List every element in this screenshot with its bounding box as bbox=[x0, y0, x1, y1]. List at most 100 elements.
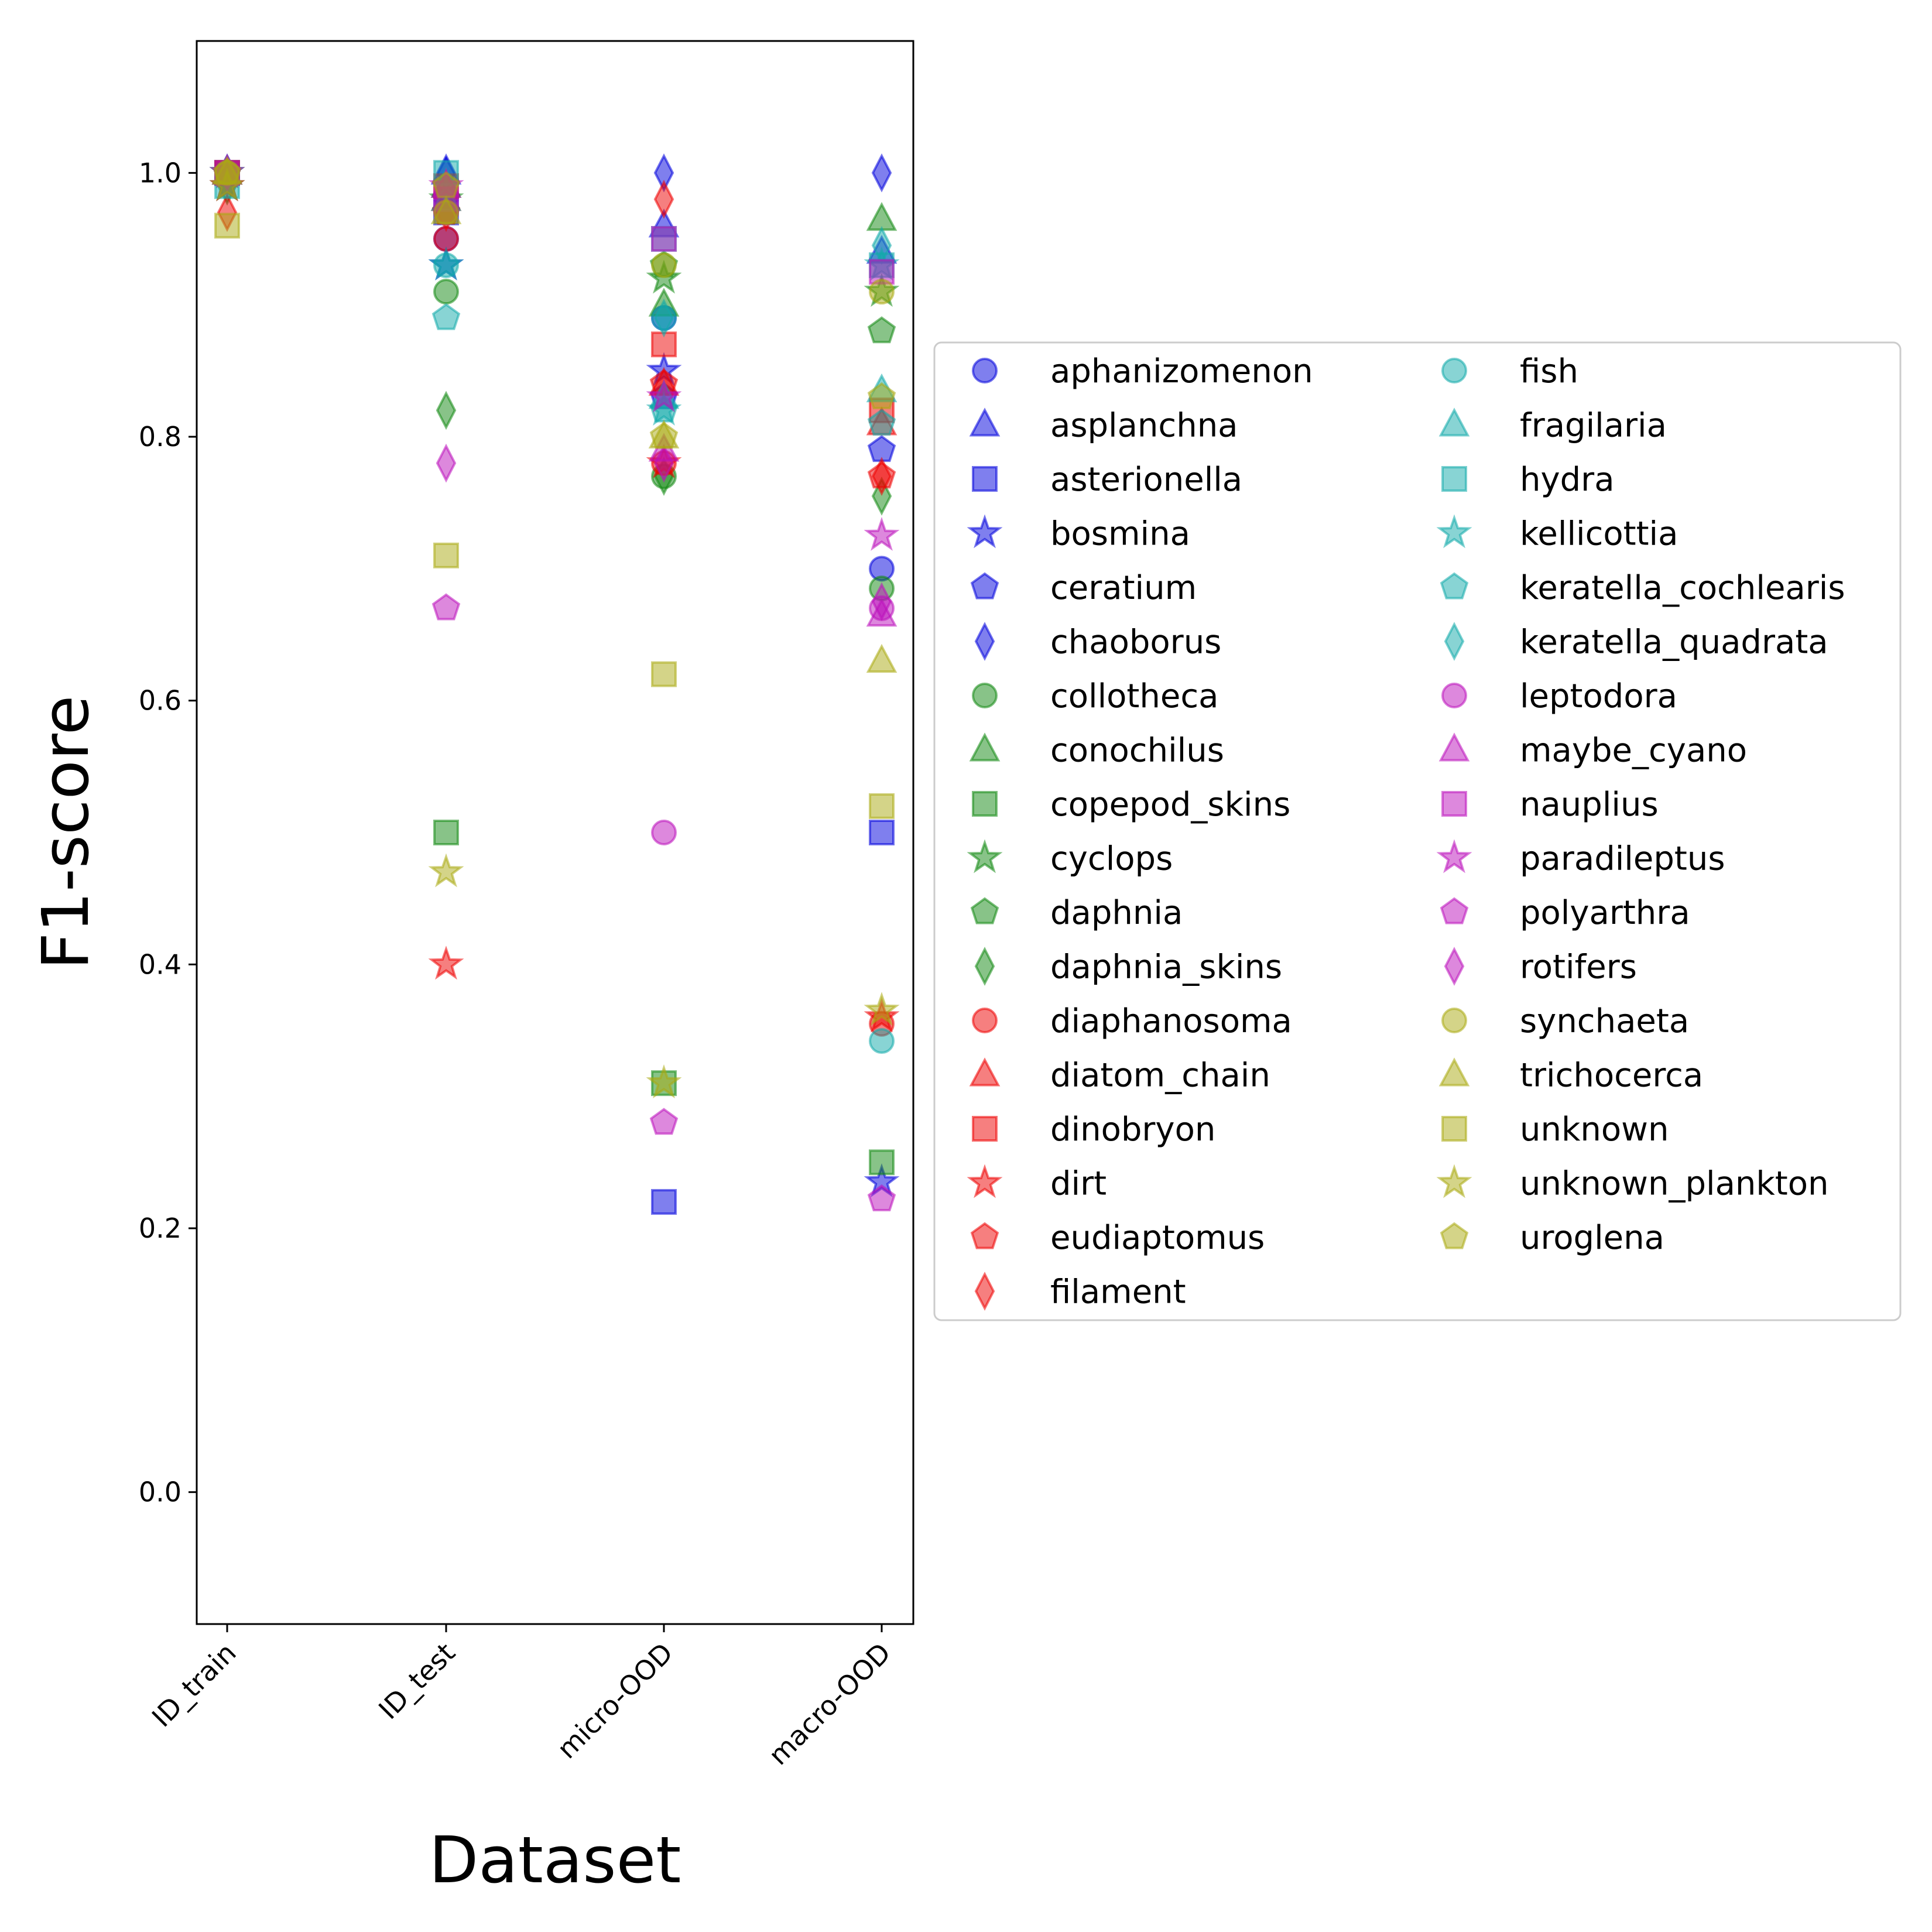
legend-label: keratella_cochlearis bbox=[1520, 569, 1845, 607]
point-keratella_cochlearis bbox=[431, 303, 461, 330]
legend-marker-conochilus bbox=[969, 732, 1001, 762]
point-uroglena bbox=[649, 422, 679, 449]
legend-label: maybe_cyano bbox=[1520, 732, 1747, 770]
x-tick-label: ID_test bbox=[372, 1637, 461, 1726]
legend-marker-daphnia bbox=[970, 897, 999, 924]
point-trichocerca bbox=[866, 643, 898, 673]
legend-label: nauplius bbox=[1520, 786, 1659, 824]
legend-marker-maybe_cyano bbox=[1438, 732, 1470, 762]
legend-label: leptodora bbox=[1520, 677, 1677, 715]
point-keratella_quadrata bbox=[653, 298, 674, 338]
point-synchaeta bbox=[651, 252, 677, 279]
legend-label: collotheca bbox=[1050, 677, 1218, 715]
legend-marker-ceratium bbox=[970, 572, 999, 600]
legend-marker-asterionella bbox=[972, 466, 998, 492]
legend-marker-trichocerca bbox=[1438, 1057, 1470, 1087]
legend-label: polyarthra bbox=[1520, 894, 1690, 932]
y-tick-label: 1.0 bbox=[139, 157, 181, 189]
legend-label: conochilus bbox=[1050, 732, 1224, 770]
y-axis: 0.0 0.2 0.4 0.6 0.8 1.0 bbox=[139, 157, 197, 1508]
point-daphnia_skins bbox=[436, 390, 457, 430]
y-tick-label: 0.4 bbox=[139, 948, 181, 980]
legend-label: rotifers bbox=[1520, 948, 1637, 986]
point-rotifers bbox=[871, 582, 892, 622]
point-unknown_plankton bbox=[428, 853, 464, 888]
legend-label: eudiaptomus bbox=[1050, 1219, 1265, 1257]
legend-marker-eudiaptomus bbox=[970, 1222, 999, 1249]
legend-marker-dirt bbox=[967, 1164, 1003, 1198]
legend-label: aphanizomenon bbox=[1050, 352, 1313, 390]
legend-marker-asplanchna bbox=[969, 407, 1001, 437]
legend-label: dirt bbox=[1050, 1165, 1107, 1203]
x-axis-title: Dataset bbox=[429, 1823, 681, 1897]
point-polyarthra bbox=[431, 593, 461, 621]
legend-label: ceratium bbox=[1050, 569, 1197, 607]
point-kellicottia bbox=[428, 246, 464, 281]
point-asterionella bbox=[651, 1188, 677, 1215]
legend-marker-synchaeta bbox=[1441, 1008, 1467, 1033]
legend-marker-dinobryon bbox=[972, 1116, 998, 1142]
plot-area-frame bbox=[196, 40, 914, 1625]
point-keratella_cochlearis bbox=[867, 409, 896, 436]
legend-label: filament bbox=[1050, 1273, 1186, 1311]
legend-label: asterionella bbox=[1050, 461, 1242, 499]
legend-label: fragilaria bbox=[1520, 407, 1667, 445]
point-synchaeta bbox=[869, 279, 895, 305]
legend-marker-cyclops bbox=[967, 839, 1003, 873]
point-fish bbox=[869, 1028, 895, 1054]
legend-label: trichocerca bbox=[1520, 1057, 1703, 1095]
legend-marker-fragilaria bbox=[1438, 407, 1470, 437]
legend-marker-filament bbox=[974, 1272, 995, 1311]
scatter-points bbox=[209, 153, 900, 1215]
legend-label: unknown bbox=[1520, 1111, 1669, 1149]
legend-label: diatom_chain bbox=[1050, 1057, 1270, 1095]
point-rotifers bbox=[653, 443, 674, 483]
y-tick-label: 0.8 bbox=[139, 421, 181, 453]
legend-marker-aphanizomenon bbox=[972, 358, 998, 383]
point-copepod_skins bbox=[433, 820, 459, 845]
legend-marker-leptodora bbox=[1441, 683, 1467, 708]
legend-marker-copepod_skins bbox=[972, 791, 998, 817]
legend-marker-nauplius bbox=[1441, 791, 1467, 817]
legend-marker-fish bbox=[1441, 358, 1467, 383]
point-unknown bbox=[433, 542, 459, 568]
legend-label: daphnia_skins bbox=[1050, 948, 1282, 986]
point-leptodora bbox=[651, 820, 677, 845]
legend-label: uroglena bbox=[1520, 1219, 1664, 1257]
legend-label: chaoborus bbox=[1050, 624, 1221, 662]
point-daphnia bbox=[867, 316, 896, 344]
point-filament bbox=[871, 457, 892, 496]
legend-marker-rotifers bbox=[1444, 947, 1465, 986]
legend-label: dinobryon bbox=[1050, 1111, 1215, 1149]
legend-label: daphnia bbox=[1050, 894, 1183, 932]
point-unknown_plankton bbox=[864, 992, 900, 1026]
legend-label: bosmina bbox=[1050, 515, 1190, 553]
legend-marker-unknown bbox=[1441, 1116, 1467, 1142]
point-conochilus bbox=[866, 201, 898, 231]
legend-marker-chaoborus bbox=[974, 622, 995, 661]
point-unknown bbox=[869, 793, 895, 819]
point-trichocerca bbox=[430, 195, 462, 224]
point-dirt bbox=[428, 946, 464, 980]
x-axis: ID_train ID_test micro-OOD macro-OOD bbox=[146, 1624, 897, 1771]
legend-marker-collotheca bbox=[972, 683, 998, 708]
legend-label: paradileptus bbox=[1520, 840, 1725, 878]
point-uroglena bbox=[431, 171, 461, 198]
legend-frame bbox=[933, 341, 1902, 1321]
point-asterionella bbox=[869, 820, 895, 845]
point-polyarthra bbox=[867, 1184, 896, 1211]
legend-label: unknown_plankton bbox=[1520, 1165, 1829, 1203]
point-collotheca bbox=[433, 279, 459, 305]
y-axis-title: F1-score bbox=[28, 696, 103, 970]
legend-label: fish bbox=[1520, 352, 1578, 390]
legend-marker-diatom_chain bbox=[969, 1057, 1001, 1087]
point-chaoborus bbox=[871, 153, 892, 193]
legend-label: diaphanosoma bbox=[1050, 1002, 1292, 1040]
legend-label: keratella_quadrata bbox=[1520, 624, 1828, 662]
point-uroglena bbox=[213, 157, 242, 185]
legend-marker-diaphanosoma bbox=[972, 1008, 998, 1033]
legend-label: synchaeta bbox=[1520, 1002, 1689, 1040]
legend-marker-bosmina bbox=[967, 514, 1003, 549]
legend-marker-paradileptus bbox=[1436, 839, 1472, 873]
